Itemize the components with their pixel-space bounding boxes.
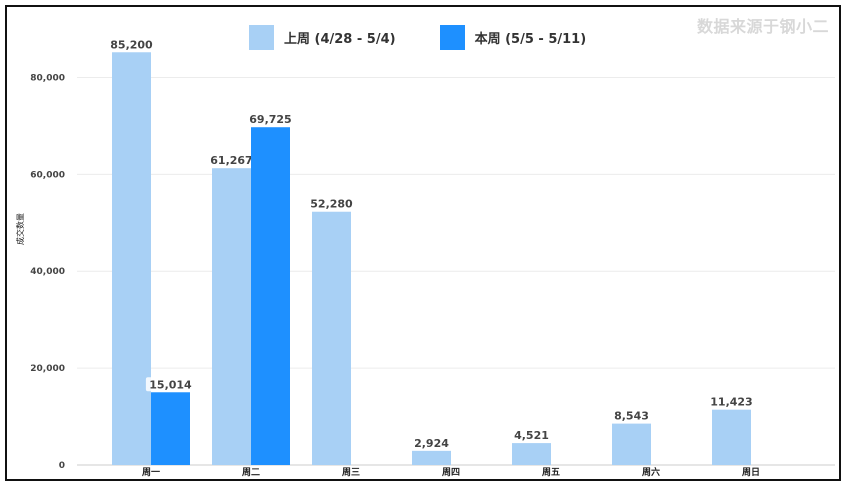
- data-label: 85,200: [110, 38, 153, 51]
- data-label-background: [306, 196, 357, 211]
- data-label-background: [106, 37, 157, 52]
- bar-last-week: [312, 211, 351, 465]
- data-label: 69,725: [249, 113, 291, 126]
- bar-last-week: [212, 168, 251, 465]
- bar-last-week: [612, 423, 651, 465]
- legend-swatch-this-week: [439, 25, 465, 50]
- bar-last-week: [412, 450, 451, 465]
- data-label-background: [410, 435, 453, 450]
- y-axis-label: 成交数量: [16, 213, 25, 245]
- x-tick-label: 周二: [242, 467, 260, 478]
- x-tick-label: 周三: [342, 467, 360, 478]
- y-tick-label: 80,000: [30, 73, 65, 83]
- x-tick-label: 周六: [642, 466, 660, 478]
- data-label: 2,924: [414, 437, 449, 450]
- chart-legend: 上周 (4/28 - 5/4) 本周 (5/5 - 5/11): [249, 25, 586, 50]
- legend-item-last-week[interactable]: 上周 (4/28 - 5/4): [249, 25, 396, 50]
- legend-swatch-last-week: [249, 25, 274, 50]
- legend-item-this-week[interactable]: 本周 (5/5 - 5/11): [439, 25, 587, 50]
- legend-label-this-week: 本周 (5/5 - 5/11): [474, 32, 587, 47]
- chart-frame: 0 20,000 40,000 60,000 80,000 周一 85,200 15,014 周…: [5, 5, 841, 481]
- data-label: 61,267: [210, 154, 252, 167]
- legend-label-last-week: 上周 (4/28 - 5/4): [284, 32, 396, 47]
- bar-chart: 0 20,000 40,000 60,000 80,000 周一 85,200 15,014 周…: [30, 37, 835, 478]
- data-label-background: [206, 153, 257, 168]
- y-tick-label: 20,000: [30, 364, 65, 374]
- y-tick-label: 60,000: [30, 170, 65, 180]
- data-label-background: [245, 112, 296, 127]
- data-label: 15,014: [149, 378, 192, 391]
- source-note: 数据来源于钢小二: [696, 17, 829, 36]
- bar-this-week: [151, 392, 190, 465]
- data-label-background: [610, 408, 653, 423]
- data-label: 4,521: [514, 429, 549, 442]
- x-tick-label: 周一: [142, 467, 160, 478]
- bar-last-week: [712, 409, 751, 465]
- x-tick-label: 周四: [442, 467, 460, 478]
- bar-last-week: [112, 52, 151, 466]
- data-label: 8,543: [614, 410, 649, 423]
- bar-last-week: [512, 443, 551, 465]
- y-tick-label: 0: [59, 461, 65, 471]
- data-label: 11,423: [710, 396, 752, 409]
- data-label-background: [510, 428, 553, 443]
- data-label: 52,280: [310, 198, 353, 211]
- data-label-background: [706, 394, 757, 409]
- x-tick-label: 周日: [742, 467, 760, 478]
- bar-this-week: [251, 127, 290, 466]
- y-tick-label: 40,000: [30, 267, 65, 277]
- x-tick-label: 周五: [542, 467, 560, 478]
- data-label-background: [145, 377, 196, 392]
